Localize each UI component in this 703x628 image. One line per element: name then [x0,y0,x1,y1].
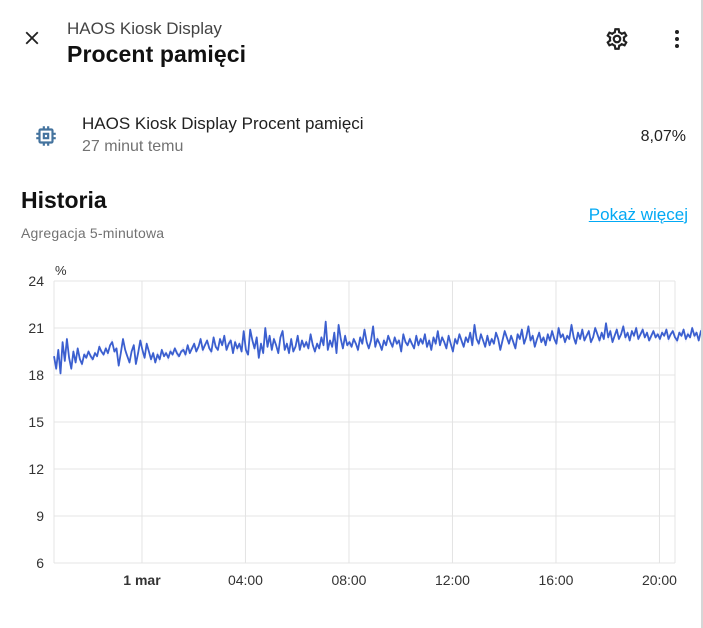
y-tick-label: 15 [28,414,44,430]
dialog-header: HAOS Kiosk Display Procent pamięci [0,0,701,80]
history-heading: Historia [21,187,107,213]
chart-series [53,320,701,531]
series-line[interactable] [53,320,701,531]
series-range-band [54,318,701,376]
y-tick-label: 21 [28,320,44,336]
x-tick-label: 1 mar [123,572,161,588]
chart-axes: 24 21 18 15 12 9 6% 1 mar 04:00 08:00 12:00 16:00 20… [28,263,677,588]
more-vertical-icon [675,30,679,48]
x-tick-label: 12:00 [435,572,470,588]
x-tick-label: 04:00 [228,572,263,588]
close-button[interactable] [16,22,48,54]
y-tick-label: 12 [28,461,44,477]
entity-state-value: 8,07% [640,128,686,145]
show-more-link[interactable]: Pokaż więcej [588,205,688,224]
x-tick-label: 20:00 [642,572,677,588]
entity-row[interactable]: HAOS Kiosk Display Procent pamięci 27 mi… [0,104,701,164]
y-tick-label: 9 [36,508,44,524]
settings-button[interactable] [600,22,634,56]
more-options-button[interactable] [662,22,692,56]
aggregation-label: Agregacja 5-minutowa [21,225,165,241]
chart-min-max-band [54,318,701,376]
y-axis-unit: % [55,263,67,278]
close-icon [25,31,39,45]
entity-name: HAOS Kiosk Display Procent pamięci [82,114,364,133]
y-tick-label: 24 [28,273,44,289]
chart-grid [53,280,676,564]
entity-last-changed: 27 minut temu [82,138,184,155]
memory-chip-icon [32,122,60,150]
y-tick-label: 6 [36,555,44,571]
window-edge [701,0,703,628]
dialog-title: Procent pamięci [67,41,247,67]
history-line-chart[interactable]: 24 21 18 15 12 9 6% 1 mar 04:00 08:00 12:00 16:00 20… [0,255,701,595]
gear-icon [606,28,628,50]
x-tick-label: 16:00 [538,572,573,588]
x-tick-label: 08:00 [331,572,366,588]
y-tick-label: 18 [28,367,44,383]
dialog-subtitle: HAOS Kiosk Display [67,19,222,38]
